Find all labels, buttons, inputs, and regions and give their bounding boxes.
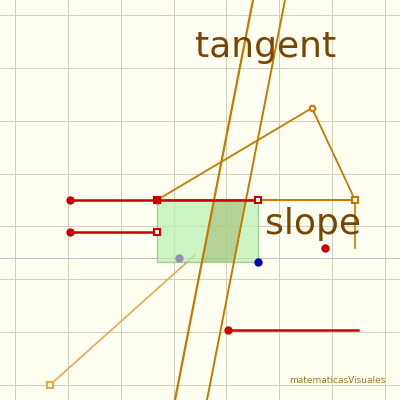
- Polygon shape: [202, 200, 246, 262]
- Bar: [157, 200, 258, 262]
- Text: tangent: tangent: [195, 30, 336, 64]
- Text: slope: slope: [265, 207, 361, 241]
- Text: matematicasVisuales: matematicasVisuales: [289, 376, 385, 385]
